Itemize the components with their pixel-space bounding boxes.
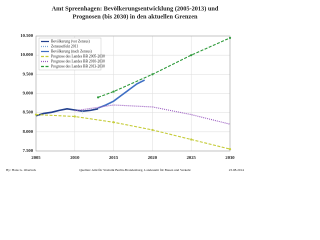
- y-tick-label: 9.000: [23, 91, 34, 96]
- footer-source: Quellen: Amt für Statistik Berlin-Brande…: [79, 168, 191, 173]
- y-tick-label: 8.500: [23, 110, 34, 115]
- series-marker: [112, 121, 115, 124]
- legend-label: Bevölkerung (nach Zensus): [51, 49, 93, 53]
- series-marker: [73, 115, 76, 118]
- series-marker: [228, 147, 232, 151]
- series-marker: [190, 138, 193, 141]
- legend-label: Bevölkerung (vor Zensus): [51, 39, 90, 43]
- y-tick-label: 8.000: [23, 129, 34, 134]
- x-tick-label: 2005: [31, 155, 41, 160]
- series-line: [35, 108, 99, 117]
- series-line: [74, 104, 231, 125]
- x-tick-label: 2030: [225, 155, 235, 160]
- series-marker: [190, 54, 193, 57]
- x-tick-label: 2010: [70, 155, 80, 160]
- y-tick-label: 10.000: [20, 52, 33, 57]
- series-marker: [151, 73, 154, 76]
- legend-box: [38, 37, 102, 71]
- series-marker: [228, 36, 232, 40]
- x-tick-label: 2015: [109, 155, 119, 160]
- legend-label: Prognose des Landes BB 2013-2030: [51, 64, 105, 68]
- series-marker: [151, 128, 154, 132]
- footer-author: By: Hans G. Oberlack: [6, 168, 36, 172]
- y-tick-label: 9.500: [23, 71, 34, 76]
- plot-frame: [35, 35, 231, 152]
- chart: Amt Spreenhagen: Bevölkerungsentwicklung…: [6, 5, 245, 173]
- legend-label: Prognose des Landes BB 2010-2030: [51, 59, 105, 63]
- x-tick-label: 2025: [187, 155, 197, 160]
- series-line: [97, 37, 231, 98]
- y-tick-label: 10.500: [20, 33, 33, 38]
- chart-title: Amt Spreenhagen: Bevölkerungsentwicklung…: [52, 5, 219, 12]
- x-tick-label: 2020: [148, 155, 158, 160]
- series-marker: [96, 96, 100, 99]
- footer-date: 23.08.2014: [229, 168, 245, 172]
- legend-label: Zensuseffekt 2011: [51, 44, 78, 48]
- legend-label: Prognose des Landes BB 2005-2030: [51, 54, 105, 58]
- chart-subtitle: Prognosen (bis 2030) in den aktuellen Gr…: [72, 13, 198, 20]
- series-marker: [34, 113, 38, 116]
- series-line: [97, 79, 145, 109]
- series-line: [35, 114, 231, 150]
- y-tick-label: 7.500: [23, 148, 34, 153]
- series-marker: [112, 90, 115, 93]
